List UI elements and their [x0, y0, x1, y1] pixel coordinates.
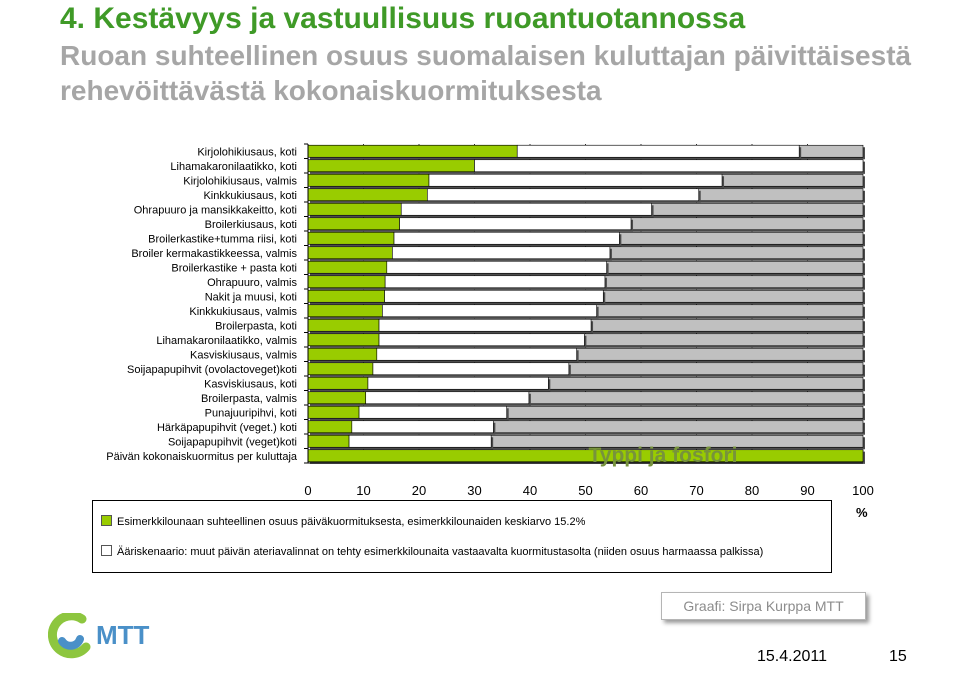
bar-segment-lunch-share — [307, 231, 395, 245]
category-label: Lihamakaronilaatikko, valmis — [156, 335, 297, 347]
overlay-text: Typpi ja fosfori — [589, 444, 738, 467]
bar-segment-extreme-scenario — [516, 144, 800, 158]
bar-segment-lunch-share — [307, 333, 380, 347]
bar-segment-lunch-share — [307, 420, 353, 434]
legend-swatch-green — [101, 515, 112, 526]
bar-segment-extreme-scenario — [384, 275, 606, 289]
x-tick-label: 100 — [852, 483, 874, 498]
x-tick-label: 60 — [634, 483, 648, 498]
category-label: Broilerpasta, valmis — [201, 393, 297, 405]
bar-segment-extreme-scenario — [376, 347, 577, 361]
bar-segment-lunch-share — [307, 144, 518, 158]
category-label: Broilerkastike + pasta koti — [171, 262, 297, 274]
page-number: 15 — [889, 648, 907, 665]
category-label: Punajuuripihvi, koti — [205, 407, 297, 419]
bar-segment-extreme-scenario — [348, 434, 492, 448]
legend-label-extreme-scenario: Ääriskenaario: muut päivän ateriavalinna… — [117, 546, 764, 558]
legend-label-lunch-share: Esimerkkilounaan suhteellinen osuus päiv… — [117, 516, 586, 528]
slide-subtitle: Ruoan suhteellinen osuus suomalaisen kul… — [60, 40, 912, 106]
category-label: Broilerkastike+tumma riisi, koti — [148, 233, 297, 245]
bar-segment-extreme-scenario — [372, 362, 570, 376]
bar-segment-extreme-scenario — [428, 173, 723, 187]
x-tick-label: 90 — [800, 483, 814, 498]
bar-segment-lunch-share — [307, 289, 385, 303]
bar-segment-extreme-scenario — [474, 159, 864, 173]
bar-segment-extreme-scenario — [358, 405, 507, 419]
category-label: Broiler kermakastikkeessa, valmis — [131, 248, 297, 260]
category-label: Härkäpapupihvit (veget.) koti — [157, 422, 297, 434]
bar-segment-lunch-share — [307, 159, 475, 173]
logo-text: MTT — [96, 620, 150, 650]
category-labels: Kirjolohikiusaus, koti Lihamakaronilaatik… — [106, 146, 298, 463]
category-label: Nakit ja muusi, koti — [205, 291, 297, 303]
x-tick-labels: 0 10 20 30 40 50 60 70 80 90 100 — [304, 483, 873, 498]
category-label: Kirjolohikiusaus, koti — [197, 146, 297, 158]
logo-arc-green-icon — [48, 613, 91, 659]
bar-segment-extreme-scenario — [393, 231, 620, 245]
x-tick-label: 20 — [412, 483, 426, 498]
legend-item-lunch-share: Esimerkkilounaan suhteellinen osuus päiv… — [101, 515, 585, 528]
bar-segment-lunch-share — [307, 188, 428, 202]
bar-segment-lunch-share — [307, 275, 386, 289]
bar-segment-lunch-share — [307, 246, 393, 260]
mtt-logo: MTT — [48, 613, 150, 659]
bar-segment-extreme-scenario — [367, 376, 549, 390]
bar-segment-lunch-share — [307, 173, 430, 187]
bar-segment-lunch-share — [307, 318, 380, 332]
bar-segment-extreme-scenario — [384, 289, 604, 303]
bar-segment-extreme-scenario — [365, 391, 530, 405]
bar-segment-extreme-scenario — [386, 260, 607, 274]
category-label: Broilerpasta, koti — [215, 320, 297, 332]
axes — [304, 143, 863, 464]
footer-date: 15.4.2011 — [757, 648, 827, 665]
category-label: Ohrapuuro, valmis — [207, 277, 297, 289]
x-tick-label: 50 — [578, 483, 592, 498]
graph-credit: Graafi: Sirpa Kurppa MTT — [661, 592, 866, 620]
x-tick-label: 40 — [523, 483, 537, 498]
x-tick-label: 80 — [745, 483, 759, 498]
bar-segment-lunch-share — [307, 449, 864, 463]
category-label: Soijapapupihvit (veget)koti — [168, 436, 297, 448]
logo-arc-blue-icon — [58, 635, 84, 650]
slide-title: 4. Kestävyys ja vastuullisuus ruoantuota… — [60, 2, 746, 35]
bar-segment-extreme-scenario — [427, 188, 700, 202]
category-label: Kasviskiusaus, koti — [204, 378, 297, 390]
bar-segment-lunch-share — [307, 434, 350, 448]
x-tick-label: 0 — [304, 483, 311, 498]
category-label: Kirjolohikiusaus, valmis — [183, 175, 297, 187]
category-label: Broilerkiusaus, koti — [205, 219, 297, 231]
bar-segment-extreme-scenario — [378, 318, 592, 332]
bar-segment-lunch-share — [307, 304, 383, 318]
bar-segment-extreme-scenario — [382, 304, 597, 318]
bar-segment-lunch-share — [307, 260, 388, 274]
category-label: Soijapapupihvit (ovolactoveget)koti — [127, 364, 297, 376]
legend-swatch-white — [101, 545, 112, 556]
category-label: Lihamakaronilaatikko, koti — [170, 161, 297, 173]
bars — [307, 144, 865, 464]
bar-segment-extreme-scenario — [351, 420, 494, 434]
category-label: Ohrapuuro ja mansikkakeitto, koti — [134, 204, 297, 216]
category-label: Kinkkukiusaus, koti — [203, 190, 297, 202]
category-label: Päivän kokonaiskuormitus per kuluttaja — [106, 451, 298, 463]
bar-segment-extreme-scenario — [400, 202, 652, 216]
x-axis-unit: % — [856, 505, 868, 520]
bar-segment-lunch-share — [307, 362, 374, 376]
chart-legend: Esimerkkilounaan suhteellinen osuus päiv… — [92, 500, 832, 573]
bar-segment-lunch-share — [307, 405, 360, 419]
category-label: Kasviskiusaus, valmis — [190, 349, 297, 361]
x-tick-label: 30 — [467, 483, 481, 498]
bar-segment-extreme-scenario — [399, 217, 632, 231]
x-tick-label: 70 — [689, 483, 703, 498]
x-tick-label: 10 — [356, 483, 370, 498]
bar-segment-lunch-share — [307, 217, 400, 231]
bar-segment-extreme-scenario — [392, 246, 611, 260]
bar-segment-lunch-share — [307, 202, 402, 216]
category-label: Kinkkukiusaus, valmis — [189, 306, 297, 318]
bar-segment-lunch-share — [307, 391, 367, 405]
bar-segment-lunch-share — [307, 347, 378, 361]
bar-segment-lunch-share — [307, 376, 369, 390]
bar-segment-extreme-scenario — [378, 333, 585, 347]
legend-item-extreme-scenario: Ääriskenaario: muut päivän ateriavalinna… — [101, 545, 763, 558]
